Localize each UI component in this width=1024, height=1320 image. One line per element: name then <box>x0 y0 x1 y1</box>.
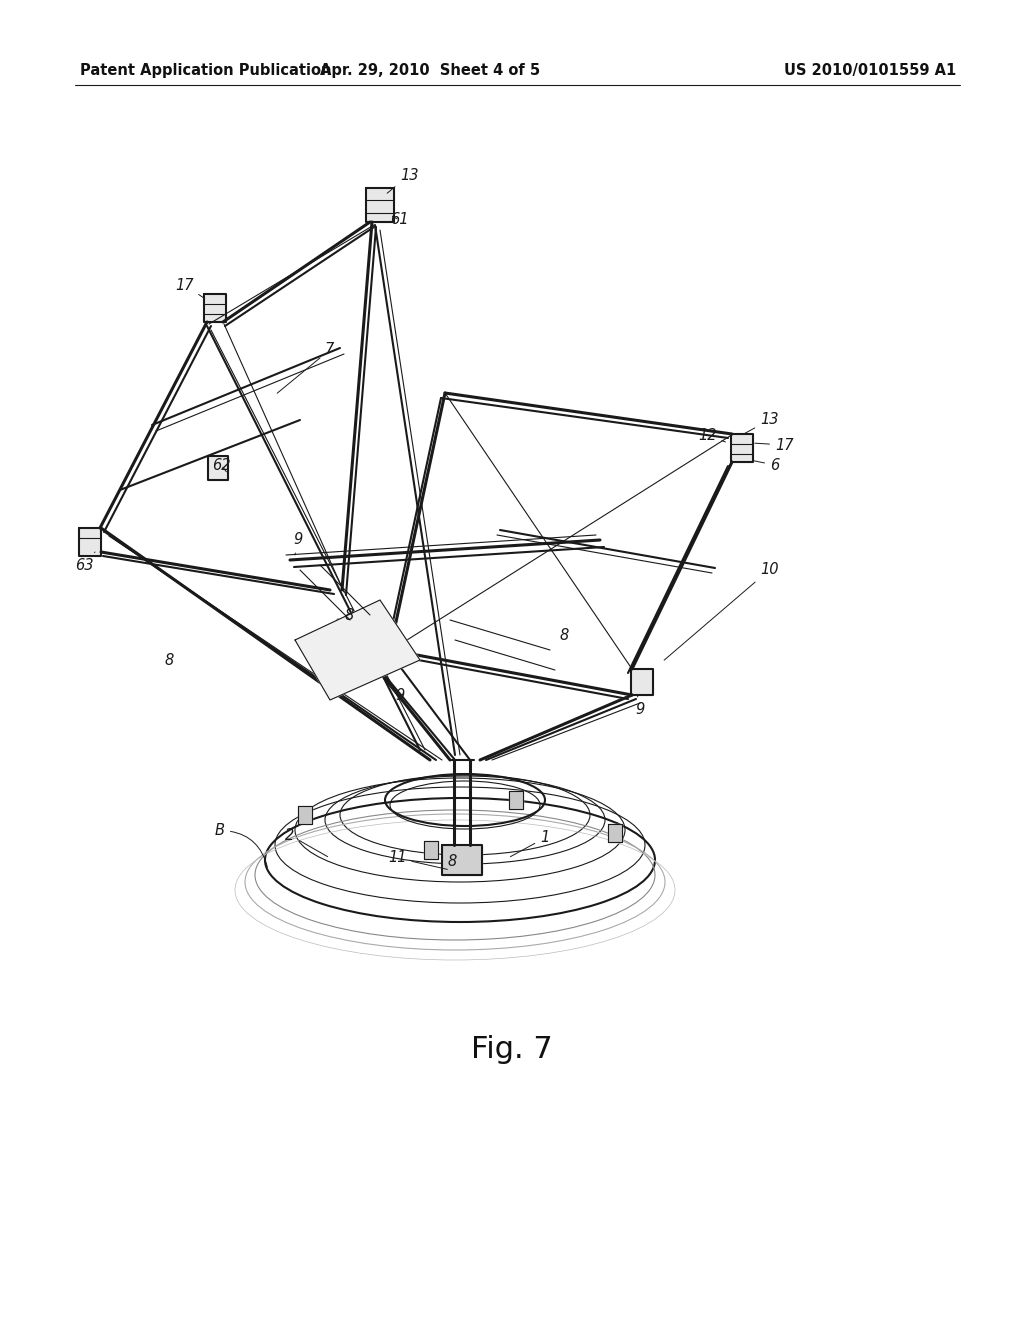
Polygon shape <box>204 294 226 322</box>
Text: 62: 62 <box>212 458 230 473</box>
Text: B: B <box>215 822 267 867</box>
Text: 17: 17 <box>755 437 794 453</box>
Text: 7: 7 <box>278 342 334 393</box>
Text: US 2010/0101559 A1: US 2010/0101559 A1 <box>784 62 956 78</box>
Polygon shape <box>509 791 523 809</box>
Text: 8: 8 <box>449 854 462 875</box>
Text: 9: 9 <box>635 694 644 718</box>
Text: 1: 1 <box>510 830 549 857</box>
Text: 8: 8 <box>560 628 569 643</box>
Text: 9: 9 <box>395 688 404 704</box>
Text: 12: 12 <box>698 428 725 442</box>
Text: 9: 9 <box>293 532 302 554</box>
Text: 2: 2 <box>285 828 328 857</box>
Polygon shape <box>608 824 622 842</box>
Text: 13: 13 <box>742 412 778 434</box>
Polygon shape <box>295 601 420 700</box>
Polygon shape <box>79 528 101 556</box>
Text: 6: 6 <box>753 458 779 473</box>
Text: 61: 61 <box>390 213 409 227</box>
Text: 17: 17 <box>175 277 205 298</box>
Polygon shape <box>424 841 438 858</box>
Polygon shape <box>366 187 394 222</box>
Polygon shape <box>731 434 753 462</box>
Polygon shape <box>208 455 228 480</box>
Text: Fig. 7: Fig. 7 <box>471 1035 553 1064</box>
Polygon shape <box>298 807 312 824</box>
Text: 10: 10 <box>665 562 778 660</box>
Text: 13: 13 <box>387 168 419 193</box>
Text: 11: 11 <box>388 850 447 870</box>
Text: Apr. 29, 2010  Sheet 4 of 5: Apr. 29, 2010 Sheet 4 of 5 <box>319 62 540 78</box>
Text: 63: 63 <box>75 552 95 573</box>
Polygon shape <box>631 669 653 696</box>
Polygon shape <box>442 845 482 875</box>
Text: 8: 8 <box>165 653 174 668</box>
Text: 8: 8 <box>345 609 354 623</box>
Text: Patent Application Publication: Patent Application Publication <box>80 62 332 78</box>
